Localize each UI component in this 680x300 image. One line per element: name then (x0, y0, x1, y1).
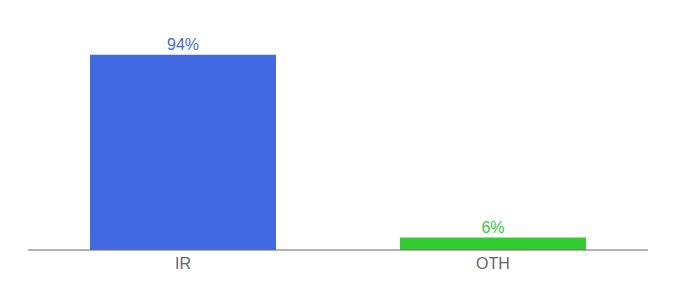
svg-text:94%: 94% (167, 36, 199, 53)
svg-text:OTH: OTH (476, 255, 510, 272)
svg-text:6%: 6% (481, 219, 504, 236)
svg-text:IR: IR (175, 255, 191, 272)
